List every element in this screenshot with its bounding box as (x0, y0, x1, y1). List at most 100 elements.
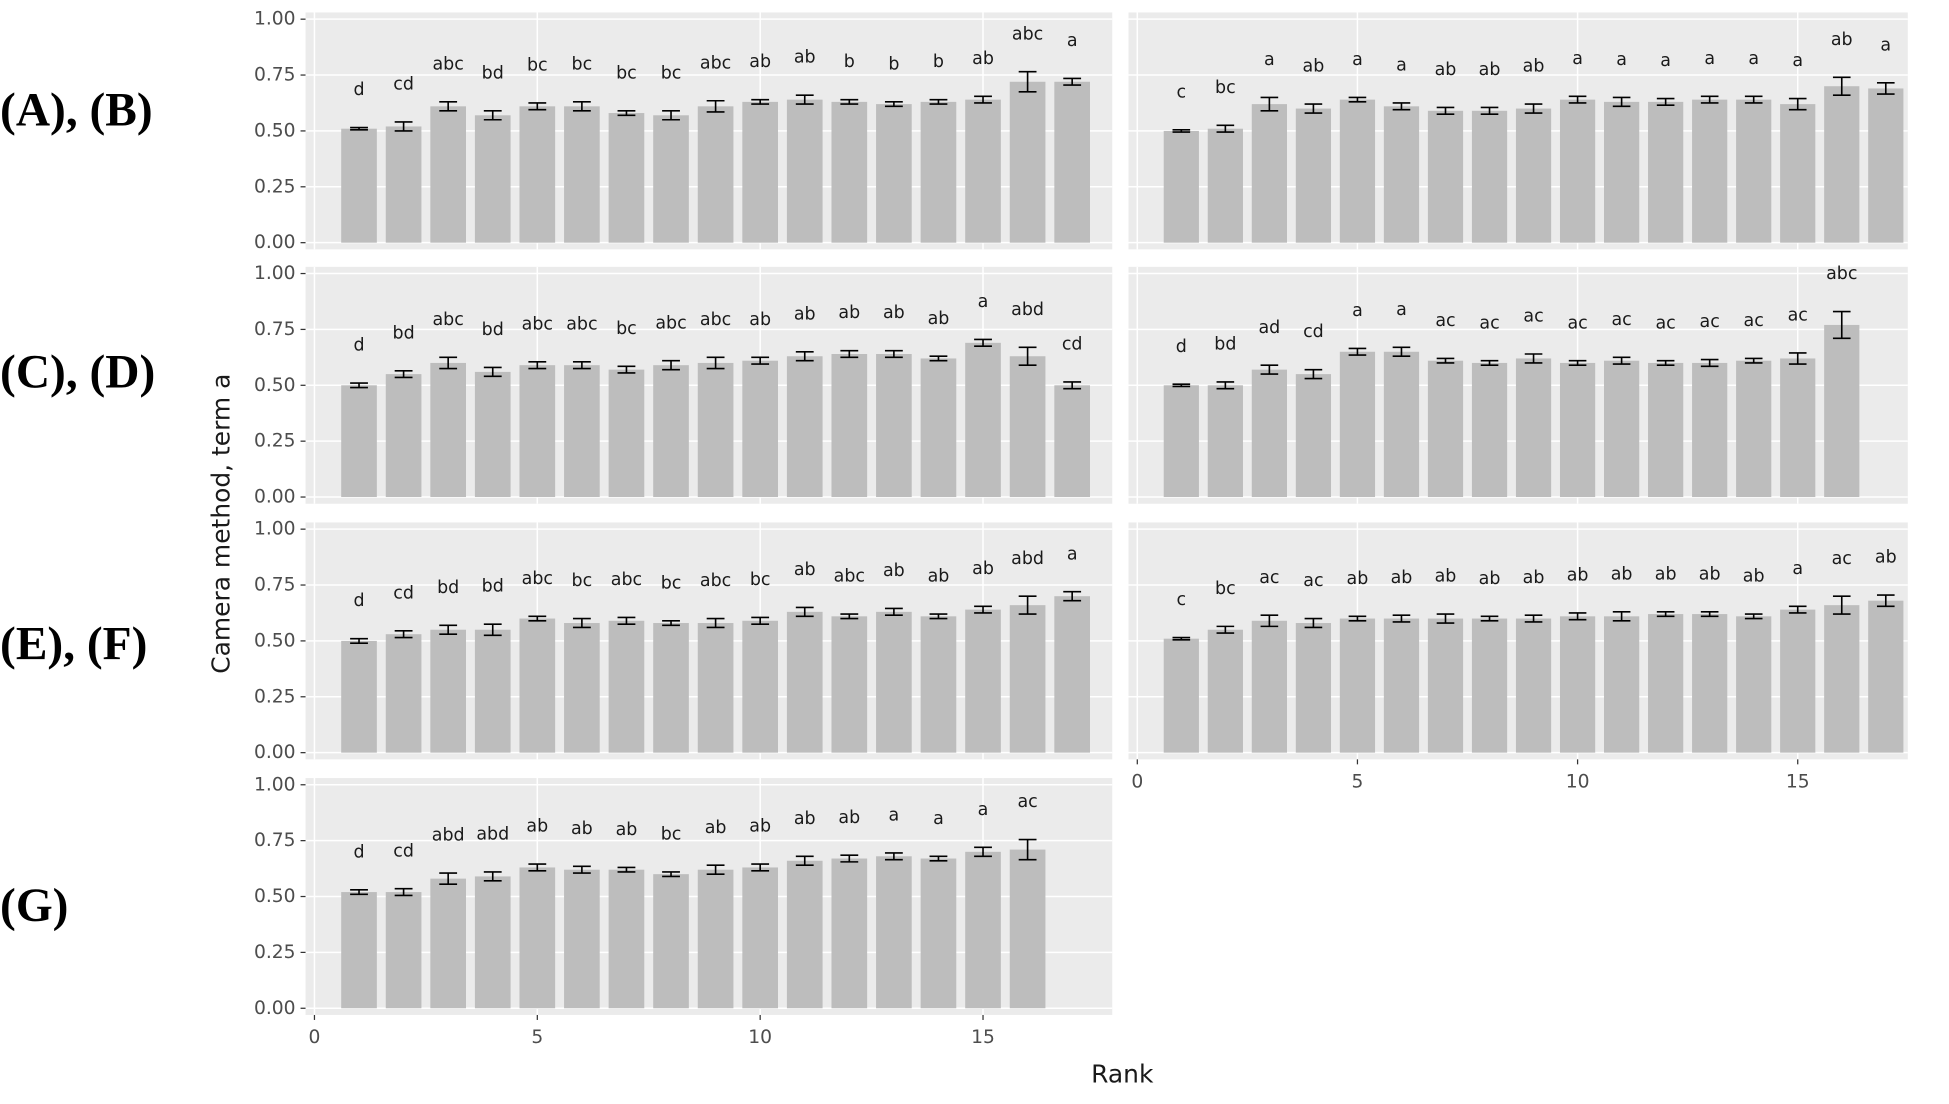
bar (1163, 385, 1199, 498)
bar (474, 876, 511, 1009)
bar (608, 113, 645, 243)
significance-label: abc (834, 567, 865, 587)
bar (341, 892, 377, 1009)
error-bar (1788, 97, 1807, 111)
y-tick-label: 1.00 (254, 9, 296, 30)
error-bar (1260, 614, 1279, 628)
significance-label: cd (1062, 335, 1083, 355)
error-bar (1216, 381, 1235, 390)
significance-label: bc (572, 571, 593, 591)
error-bar (1832, 310, 1851, 340)
significance-label: a (978, 800, 989, 820)
bar (564, 365, 600, 498)
error-bar (1656, 611, 1675, 618)
significance-label: bd (437, 578, 459, 598)
significance-label: abc (566, 314, 597, 334)
significance-label: b (844, 52, 855, 72)
error-bar (528, 361, 547, 370)
significance-label: ab (1479, 569, 1501, 589)
y-tick-label: 0.50 (254, 630, 296, 651)
significance-label: d (353, 842, 364, 862)
significance-label: ac (1435, 311, 1455, 331)
significance-label: ac (1259, 568, 1279, 588)
error-bar (1063, 381, 1082, 390)
bar (430, 362, 466, 498)
significance-label: ac (1567, 313, 1587, 333)
significance-label: ab (1743, 567, 1765, 587)
error-bar (795, 855, 814, 867)
error-bar (1392, 102, 1411, 111)
significance-label: a (1352, 50, 1363, 70)
error-bar (1612, 356, 1631, 365)
bar (876, 354, 912, 498)
error-bar (1216, 124, 1235, 133)
bar (430, 106, 466, 243)
bar (1295, 108, 1332, 243)
error-bar (1063, 77, 1082, 86)
significance-label: ab (1875, 548, 1897, 568)
error-bar (483, 109, 502, 121)
error-bar (929, 855, 948, 862)
bar (697, 362, 734, 498)
significance-label: a (1067, 544, 1078, 564)
error-bar (572, 101, 591, 112)
error-bar (1018, 595, 1037, 615)
significance-label: ab (749, 310, 771, 330)
significance-label: ab (838, 303, 860, 323)
y-tick-label: 0.25 (254, 686, 296, 707)
error-bar (1018, 346, 1037, 366)
x-tick-label: 0 (309, 1027, 321, 1048)
significance-label: a (933, 809, 944, 829)
error-bar (1172, 128, 1191, 133)
error-bar (1568, 95, 1587, 104)
significance-label: bd (393, 323, 415, 343)
significance-label: bc (572, 54, 593, 74)
error-bar (662, 871, 680, 878)
error-bar (1018, 70, 1037, 93)
bar (1163, 638, 1199, 753)
error-bar (1260, 364, 1279, 375)
error-bar (884, 349, 903, 359)
significance-label: ab (928, 309, 950, 329)
y-tick-label: 1.00 (254, 774, 296, 795)
error-bar (1524, 353, 1543, 364)
bar (474, 115, 511, 243)
error-bar (1788, 352, 1807, 365)
bar (1559, 362, 1596, 498)
significance-label: ad (1259, 318, 1281, 338)
x-tick-label: 5 (531, 1027, 543, 1048)
error-bar (1348, 615, 1367, 622)
error-bar (617, 616, 636, 625)
significance-label: d (353, 591, 364, 611)
significance-label: ab (1655, 564, 1677, 584)
significance-label: abc (700, 571, 731, 591)
significance-label: a (1660, 51, 1671, 71)
bar (1163, 130, 1199, 243)
bar (1604, 101, 1640, 243)
error-bar (706, 356, 725, 370)
bar (1604, 360, 1640, 498)
bar (341, 385, 377, 498)
significance-label: a (1792, 51, 1803, 71)
error-bar (1348, 347, 1367, 356)
significance-label: ac (1303, 571, 1323, 591)
bar (920, 101, 957, 243)
significance-label: abc (432, 54, 463, 74)
bar (1692, 99, 1728, 243)
bar (1736, 99, 1772, 243)
significance-label: abd (1011, 300, 1044, 320)
significance-label: ab (1831, 30, 1853, 50)
row-label: (E), (F) (0, 618, 147, 670)
error-bar (884, 607, 903, 617)
significance-label: ab (972, 49, 994, 69)
significance-label: bc (1215, 579, 1236, 599)
error-bar (1304, 617, 1323, 629)
bar (385, 634, 422, 753)
bar (965, 609, 1001, 753)
significance-label: ab (794, 48, 816, 68)
error-bar (974, 95, 992, 104)
bar (1648, 362, 1684, 498)
significance-label: ab (616, 820, 638, 840)
error-bar (974, 846, 992, 858)
y-tick-label: 0.75 (254, 65, 296, 86)
